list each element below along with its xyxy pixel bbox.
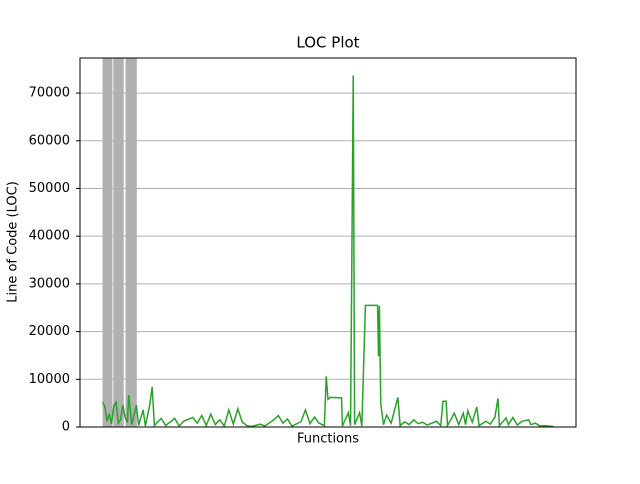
y-tick-label: 30000	[29, 276, 70, 291]
x-axis-label: Functions	[297, 432, 359, 447]
y-tick-label: 70000	[29, 86, 70, 101]
y-axis-label: Line of Code (LOC)	[6, 181, 21, 303]
shaded-span	[125, 58, 137, 427]
y-tick-label: 0	[62, 420, 70, 435]
y-tick-label: 20000	[29, 324, 70, 339]
plot-frame	[79, 57, 577, 428]
y-tick-label: 10000	[29, 372, 70, 387]
shaded-span	[102, 58, 113, 427]
y-tick-label: 60000	[29, 133, 70, 148]
y-tick-label: 40000	[29, 229, 70, 244]
chart-title: LOC Plot	[296, 34, 359, 52]
y-tick-label: 50000	[29, 181, 70, 196]
shaded-span	[113, 58, 124, 427]
data-line	[101, 75, 554, 429]
